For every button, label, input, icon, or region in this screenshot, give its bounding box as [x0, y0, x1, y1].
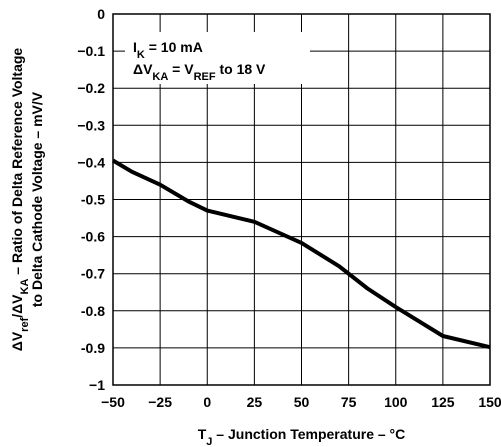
x-tick-label: 50 [294, 394, 310, 410]
plot-area [112, 13, 491, 386]
x-tick-label: −50 [101, 394, 125, 410]
y-tick-label: -0.6 [81, 229, 105, 245]
y-tick-label: 0 [97, 6, 105, 22]
x-tick-label: 0 [203, 394, 211, 410]
y-tick-label: −0.2 [77, 80, 105, 96]
y-axis-label-line2: to Delta Cathode Voltage – mV/V [29, 91, 45, 307]
y-tick-label: -0.7 [81, 266, 105, 282]
x-tick-label: 25 [247, 394, 263, 410]
series-line [111, 158, 491, 350]
annotation-line: ΔVKA = VREF to 18 V [133, 61, 266, 83]
y-tick-label: -0.8 [81, 303, 105, 319]
y-tick-label: −0.1 [77, 43, 105, 59]
x-axis-label: TJ – Junction Temperature – °C [198, 426, 406, 447]
x-tick-label: 150 [478, 394, 501, 410]
x-tick-label: 100 [384, 394, 408, 410]
y-tick-label: -0.9 [81, 340, 105, 356]
y-tick-label: -0.5 [81, 192, 105, 208]
x-tick-label: 125 [431, 394, 455, 410]
x-tick-label: 75 [341, 394, 357, 410]
y-axis-ticks: 0 −0.1 −0.2 −0.3 −0.4 -0.5 -0.6 -0.7 -0.8 -0.9 −1 [77, 6, 105, 393]
x-tick-label: −25 [148, 394, 172, 410]
annotation-line: IK = 10 mA [133, 39, 203, 61]
y-tick-label: −1 [89, 377, 105, 393]
y-tick-label: −0.4 [77, 154, 105, 170]
y-axis-label-line1: ΔVref/ΔVKA – Ratio of Delta Reference Vo… [9, 48, 31, 352]
y-tick-label: −0.3 [77, 117, 105, 133]
x-axis-ticks: −50 −25 0 25 50 75 100 125 150 [101, 394, 501, 410]
y-axis-label: ΔVref/ΔVKA – Ratio of Delta Reference Vo… [9, 48, 45, 352]
